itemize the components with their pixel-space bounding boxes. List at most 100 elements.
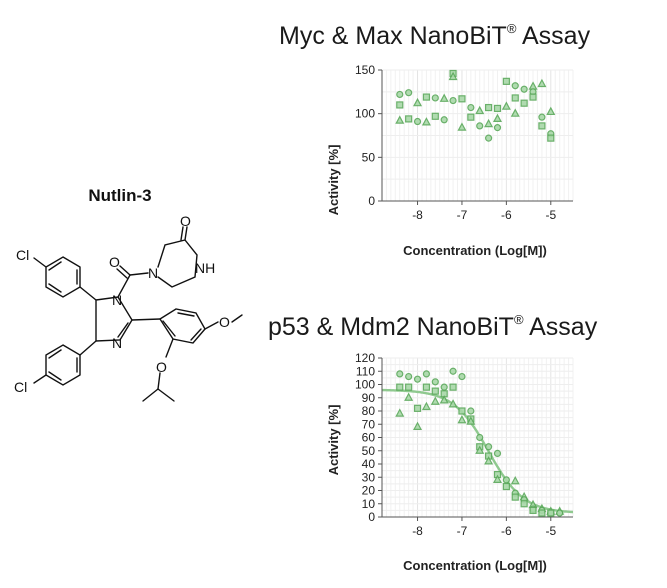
p53-mdm2-data-point <box>440 383 448 391</box>
atom-n-piperazinone: N <box>148 265 158 281</box>
myc-max-x-tick-label: -6 <box>501 208 512 222</box>
p53-mdm2-data-point <box>431 387 439 395</box>
myc-max-data-point <box>493 124 502 132</box>
myc-max-data-point <box>476 122 484 130</box>
myc-max-data-point <box>511 94 519 102</box>
upper-chlorophenyl-ring <box>45 256 81 298</box>
myc-max-y-tick-label: 100 <box>355 107 375 121</box>
p53-mdm2-data-point <box>404 392 414 401</box>
chart-title-p53-mdm2-mark: ® <box>513 312 524 327</box>
aryl-inner-bond-2 <box>190 328 202 341</box>
myc-max-data-point <box>528 81 538 90</box>
myc-max-data-point <box>467 113 475 121</box>
isopropoxy-methyl-bond-2 <box>157 388 175 402</box>
atom-o-amide: O <box>109 254 120 270</box>
atom-o-ketone: O <box>180 215 191 229</box>
myc-max-tick-labels: 0 50 100 150 -8 -7 -6 -5 <box>355 63 556 222</box>
myc-max-data-point <box>529 93 537 101</box>
p53-mdm2-data-point <box>556 509 564 517</box>
p53-mdm2-y-tick-label: 0 <box>368 510 375 524</box>
p53-mdm2-data-point <box>458 407 466 415</box>
myc-max-data-points <box>395 69 556 142</box>
myc-max-y-tick-label: 50 <box>362 150 376 164</box>
p53-mdm2-data-point <box>449 383 457 391</box>
chart-title-p53-mdm2-main: p53 & Mdm2 NanoBiT <box>268 313 514 341</box>
myc-max-data-point <box>492 113 502 123</box>
p53-mdm2-x-tick-label: -7 <box>457 524 468 538</box>
myc-max-data-point <box>493 104 502 113</box>
myc-max-data-point <box>538 113 546 121</box>
myc-max-data-point <box>431 94 439 102</box>
myc-max-data-point <box>485 103 493 112</box>
myc-max-data-point <box>457 122 467 131</box>
upper-ring-inner-bond-3 <box>48 283 62 293</box>
imidazoline-double-bond <box>117 322 129 338</box>
lower-ring-inner-bond-3 <box>48 371 62 381</box>
p53-mdm2-data-point <box>511 493 519 501</box>
atom-nh: NH <box>195 260 215 276</box>
myc-max-data-point <box>547 134 555 142</box>
myc-max-y-axis-label: Activity [%] <box>326 145 341 216</box>
myc-max-data-point <box>485 134 493 142</box>
myc-max-data-point <box>520 85 528 93</box>
myc-max-data-point <box>501 101 511 110</box>
p53-mdm2-data-point <box>510 475 520 485</box>
lower-ring-inner-bond-1 <box>48 349 62 359</box>
atom-n-imidazoline-1: N <box>112 292 122 308</box>
myc-max-data-point <box>511 82 519 90</box>
p53-mdm2-data-point <box>529 506 537 514</box>
chart-title-p53-mdm2: p53 & Mdm2 NanoBiT® Assay <box>268 312 597 342</box>
myc-max-data-point <box>448 71 458 81</box>
aryl-to-isopropoxy-o-bond <box>165 338 174 358</box>
p53-mdm2-data-point <box>395 408 405 417</box>
structure-bonds <box>33 226 243 402</box>
p53-mdm2-y-tick-label: 70 <box>362 417 376 431</box>
myc-max-y-tick-label: 150 <box>355 63 375 77</box>
myc-max-data-point <box>484 118 494 128</box>
carbonyl-double-bond-b <box>116 268 128 279</box>
p53-mdm2-data-point <box>493 449 502 458</box>
myc-max-data-point <box>421 117 431 126</box>
myc-max-data-point <box>431 112 439 120</box>
myc-max-x-tick-label: -7 <box>457 208 468 222</box>
myc-max-data-point <box>405 115 413 123</box>
p53-mdm2-data-point <box>448 399 458 408</box>
myc-max-data-point <box>413 117 422 126</box>
myc-max-data-point <box>396 90 404 99</box>
upper-ring-to-c5-bond <box>79 286 97 301</box>
p53-mdm2-data-point <box>421 401 431 411</box>
p53-mdm2-data-point <box>413 375 422 383</box>
p53-mdm2-data-point <box>431 378 439 386</box>
atom-o-isopropoxy: O <box>156 359 167 375</box>
myc-max-data-point <box>510 108 520 117</box>
p53-mdm2-data-point <box>405 372 413 381</box>
myc-max-data-point <box>537 78 547 88</box>
p53-mdm2-data-point <box>475 445 485 454</box>
ketone-double-bond-a <box>184 226 188 241</box>
p53-mdm2-data-point <box>396 370 404 378</box>
piperazinone-ring <box>157 239 198 288</box>
myc-max-x-tick-label: -5 <box>545 208 556 222</box>
p53-mdm2-data-point <box>520 500 528 508</box>
chart-title-p53-mdm2-suffix: Assay <box>523 313 598 341</box>
atom-o-methoxy: O <box>219 314 230 330</box>
myc-max-axes <box>378 69 573 205</box>
p53-mdm2-y-tick-label: 90 <box>362 391 376 405</box>
chart-title-myc-max-main: Myc & Max NanoBiT <box>279 22 507 50</box>
p53-mdm2-y-tick-label: 60 <box>362 431 376 445</box>
p53-mdm2-data-point <box>430 396 440 405</box>
p53-mdm2-y-tick-label: 120 <box>355 351 375 365</box>
p53-mdm2-x-tick-label: -8 <box>412 524 423 538</box>
carbonyl-to-npip-bond <box>129 272 149 276</box>
chart-title-myc-max-suffix: Assay <box>516 22 591 50</box>
p53-mdm2-data-point <box>485 443 493 451</box>
atom-cl-upper: Cl <box>16 247 29 263</box>
myc-max-data-point <box>458 95 466 103</box>
lower-chlorophenyl-ring <box>45 344 81 386</box>
p53-mdm2-data-point <box>422 370 431 378</box>
c2-to-aryl-bond <box>131 318 161 321</box>
p53-mdm2-data-point <box>547 509 555 517</box>
